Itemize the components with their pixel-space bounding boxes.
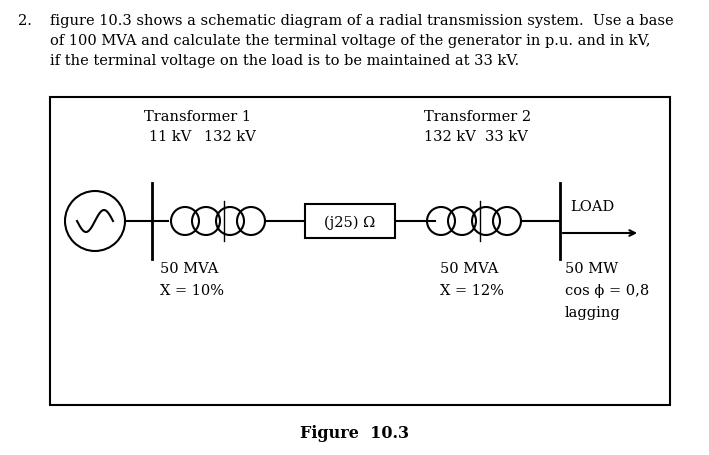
Text: figure 10.3 shows a schematic diagram of a radial transmission system.  Use a ba: figure 10.3 shows a schematic diagram of… [50, 14, 674, 28]
Text: X = 12%: X = 12% [440, 283, 504, 298]
Text: 50 MW: 50 MW [565, 262, 618, 275]
Bar [305, 205, 395, 238]
Text: if the terminal voltage on the load is to be maintained at 33 kV.: if the terminal voltage on the load is t… [50, 54, 519, 68]
Text: Transformer 1: Transformer 1 [145, 110, 252, 124]
Text: 50 MVA: 50 MVA [440, 262, 498, 275]
Text: Figure  10.3: Figure 10.3 [299, 424, 408, 441]
Text: cos ϕ = 0,8: cos ϕ = 0,8 [565, 283, 649, 298]
Text: X = 10%: X = 10% [160, 283, 224, 298]
Text: 2.: 2. [18, 14, 32, 28]
Text: 33 kV: 33 kV [484, 130, 527, 144]
Text: 11 kV: 11 kV [149, 130, 191, 144]
Text: LOAD: LOAD [570, 200, 614, 213]
Text: 50 MVA: 50 MVA [160, 262, 218, 275]
Text: (j25) Ω: (j25) Ω [325, 215, 376, 230]
Text: Transformer 2: Transformer 2 [425, 110, 532, 124]
Bar [50, 98, 670, 405]
Text: of 100 MVA and calculate the terminal voltage of the generator in p.u. and in kV: of 100 MVA and calculate the terminal vo… [50, 34, 650, 48]
Text: 132 kV: 132 kV [424, 130, 476, 144]
Text: lagging: lagging [565, 305, 621, 319]
Text: 132 kV: 132 kV [204, 130, 256, 144]
